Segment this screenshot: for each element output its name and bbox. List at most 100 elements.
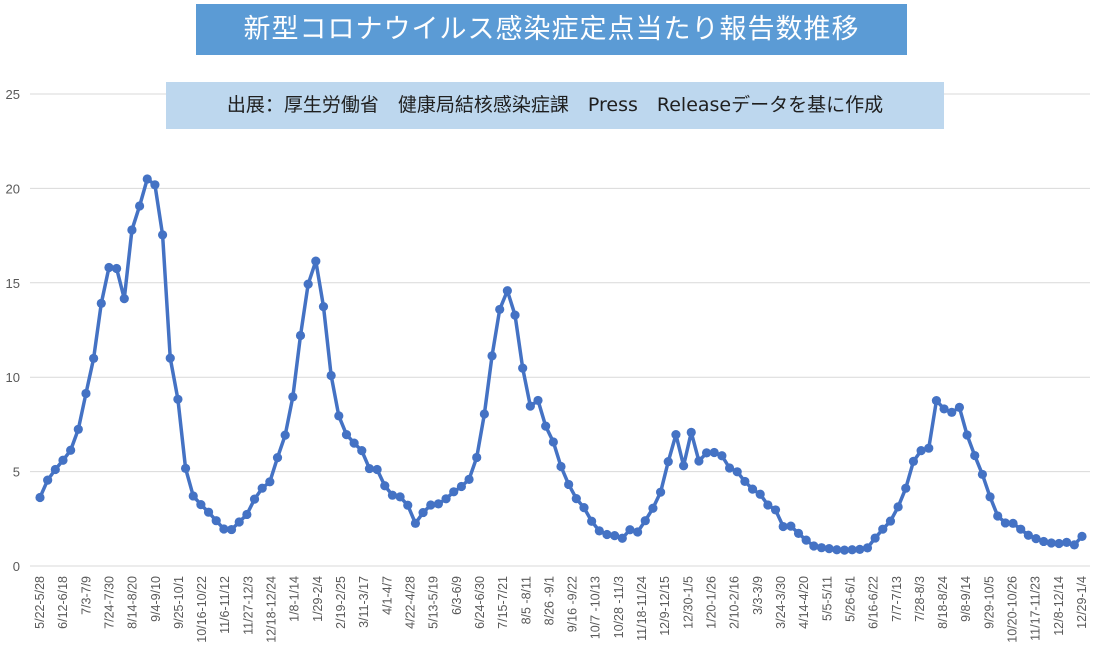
data-point: [839, 545, 850, 555]
data-point: [180, 463, 191, 473]
data-point: [755, 489, 765, 499]
data-point: [495, 304, 505, 315]
data-point: [1023, 530, 1033, 540]
data-point: [395, 492, 405, 502]
data-point: [234, 517, 244, 527]
data-point: [824, 544, 834, 554]
data-point: [66, 445, 76, 455]
data-point: [694, 456, 704, 466]
x-tick-label: 2/10-2/16: [728, 576, 742, 629]
x-tick-label: 12/29-1/4: [1075, 576, 1089, 629]
x-tick-label: 1/20-1/26: [705, 576, 719, 629]
data-point: [472, 452, 482, 463]
y-tick-label: 0: [13, 559, 20, 574]
x-tick-label: 3/11-3/17: [357, 576, 371, 628]
data-point: [709, 447, 719, 458]
data-point: [954, 402, 965, 413]
data-point: [135, 201, 145, 211]
x-axis-ticks: 5/22-5/28 6/12-6/18 7/3-7/9 7/24-7/30 8/14-8…: [33, 576, 1089, 643]
x-tick-label: 11/18-11/24: [635, 576, 649, 641]
data-point: [203, 507, 214, 517]
data-point: [548, 437, 558, 447]
x-tick-label: 7/7-7/13: [890, 576, 904, 622]
data-point: [947, 407, 957, 417]
data-point: [924, 443, 934, 453]
data-point: [311, 256, 321, 266]
data-point: [119, 294, 129, 304]
x-tick-label: 6/12-6/18: [56, 576, 70, 629]
data-point: [656, 487, 666, 497]
data-point: [196, 500, 206, 510]
data-point: [418, 507, 428, 518]
x-tick-label: 9/25-10/1: [172, 576, 186, 629]
data-point: [832, 545, 842, 555]
x-tick-label: 9/16 -9/22: [566, 576, 580, 632]
x-tick-label: 8/26 -9/1: [542, 576, 556, 625]
x-tick-label: 6/16-6/22: [867, 576, 881, 629]
data-point: [303, 279, 313, 289]
data-point: [564, 479, 574, 490]
data-point: [778, 521, 788, 532]
data-point: [364, 463, 375, 474]
data-point: [916, 446, 926, 456]
x-tick-label: 10/7 -10/13: [589, 576, 603, 639]
data-point: [855, 544, 865, 554]
data-point: [487, 351, 497, 361]
data-point: [272, 453, 283, 463]
data-point: [127, 225, 137, 235]
data-point: [226, 524, 237, 535]
data-point: [901, 483, 911, 493]
data-point: [816, 543, 827, 553]
data-point: [410, 518, 421, 528]
data-point: [640, 516, 650, 526]
data-point: [970, 450, 980, 461]
data-point: [732, 467, 742, 477]
x-tick-label: 5/5-5/11: [820, 576, 834, 621]
x-tick-label: 8/18-8/24: [936, 576, 950, 629]
data-point: [150, 180, 160, 190]
data-point: [594, 526, 604, 536]
data-point: [380, 481, 390, 491]
data-point: [50, 464, 60, 475]
x-tick-label: 11/6-11/12: [218, 576, 232, 634]
x-tick-label: 1/8-1/14: [288, 576, 302, 622]
data-point: [96, 298, 106, 308]
data-point: [242, 509, 252, 520]
data-point: [479, 409, 489, 419]
data-point: [809, 541, 819, 551]
data-point: [1031, 534, 1041, 544]
data-point: [847, 545, 857, 555]
data-point: [617, 533, 627, 543]
data-point: [349, 438, 359, 448]
data-point: [931, 396, 942, 406]
data-point: [104, 262, 114, 273]
data-point: [525, 401, 535, 411]
x-tick-label: 6/3-6/9: [450, 576, 464, 615]
x-tick-label: 3/24-3/30: [774, 576, 788, 629]
data-point: [449, 487, 459, 497]
data-point: [1046, 538, 1056, 548]
data-point: [587, 516, 597, 526]
data-point: [862, 543, 873, 553]
x-tick-label: 10/16-10/22: [195, 576, 209, 643]
x-tick-label: 4/1-4/7: [380, 576, 394, 615]
data-point: [257, 483, 267, 493]
x-tick-label: 3/3-3/9: [751, 576, 765, 615]
data-point: [372, 464, 382, 475]
data-point: [962, 430, 972, 440]
data-point: [671, 430, 681, 440]
data-point: [112, 263, 122, 274]
data-point: [770, 505, 781, 515]
x-tick-label: 6/24-6/30: [473, 576, 487, 629]
data-point: [740, 476, 750, 487]
data-point: [464, 474, 474, 484]
data-point: [686, 427, 696, 437]
data-point: [939, 404, 949, 414]
data-point: [441, 494, 451, 504]
data-point: [219, 524, 229, 534]
x-tick-label: 2/19-2/25: [334, 576, 348, 629]
x-tick-label: 5/22-5/28: [33, 576, 47, 629]
data-point: [885, 516, 896, 526]
data-point: [357, 446, 367, 456]
data-point: [43, 475, 53, 485]
